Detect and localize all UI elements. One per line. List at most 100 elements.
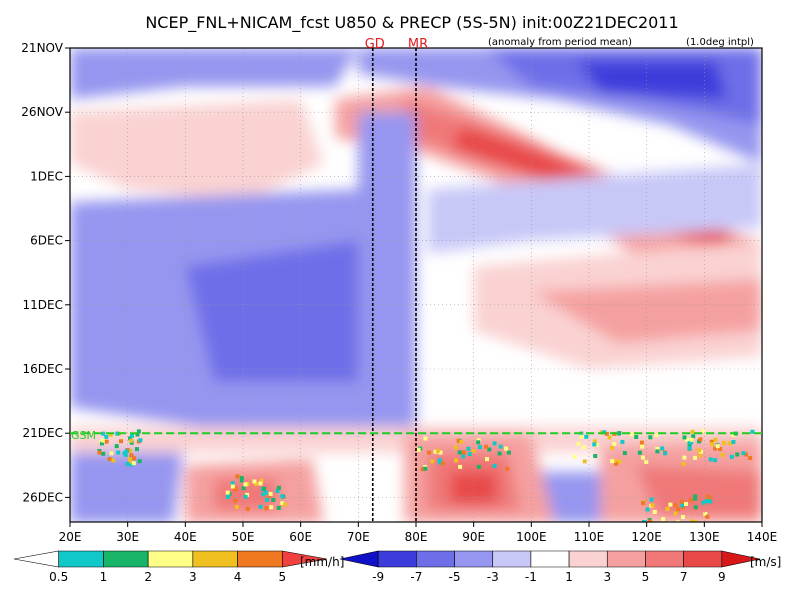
precip-cell	[617, 459, 622, 464]
precip-cell	[665, 507, 670, 511]
precip-cell	[467, 452, 472, 456]
precip-cell	[579, 434, 584, 439]
precip-cell	[576, 441, 581, 446]
precip-cell	[713, 458, 718, 463]
precip-cell	[649, 497, 654, 502]
precip-cell	[111, 458, 116, 463]
precip-cell	[261, 492, 266, 497]
precip-cell	[644, 459, 649, 464]
precip-cell	[581, 445, 586, 450]
precip-cell	[704, 499, 709, 504]
precip-cell	[700, 429, 705, 434]
y-tick-label: 26NOV	[21, 105, 63, 119]
precip-cell	[129, 453, 134, 458]
y-tick-label: 1DEC	[30, 169, 63, 183]
chart-title: NCEP_FNL+NICAM_fcst U850 & PRECP (5S-5N)…	[145, 13, 678, 33]
precip-cell	[243, 494, 248, 499]
precip-cell	[680, 503, 685, 508]
colorbar-label: 1	[565, 570, 573, 584]
precip-cell	[709, 442, 714, 447]
precip-cell	[641, 501, 646, 506]
precip-cell	[720, 452, 725, 457]
precip-cell	[693, 494, 698, 499]
colorbar-swatch	[339, 550, 379, 568]
reference-labels: GD MR	[365, 37, 428, 52]
precip-cell	[427, 450, 432, 455]
precip-cell	[137, 459, 142, 464]
precip-cell	[655, 449, 660, 454]
precip-cell	[245, 506, 250, 511]
precip-cell	[129, 462, 134, 467]
precip-cell	[675, 520, 680, 522]
precip-cell	[642, 520, 646, 522]
precip-cell	[655, 447, 660, 451]
precip-cell	[663, 451, 668, 456]
precip-cell	[478, 445, 482, 450]
precip-cell	[750, 429, 755, 434]
precip-cell	[722, 440, 727, 445]
precip-cell	[705, 494, 710, 499]
precip-cell	[748, 456, 753, 460]
precip-cell	[673, 525, 677, 529]
precip-cell	[130, 433, 134, 438]
precip-cell	[254, 482, 259, 486]
precip-cell	[461, 454, 466, 459]
precip-cell	[640, 444, 645, 449]
precip-cell	[688, 498, 693, 502]
colorbar-label: -1	[525, 570, 537, 584]
y-tick-label: 21DEC	[23, 426, 63, 440]
x-tick-label: 110E	[574, 530, 605, 544]
precip-cell	[652, 509, 657, 514]
colorbar-swatch	[58, 550, 104, 568]
precip-cell	[241, 486, 246, 491]
precip-cell	[688, 525, 692, 529]
precip-cell	[697, 448, 701, 453]
precip-cell	[239, 478, 244, 483]
precip-cell	[275, 489, 280, 493]
colorbar-unit: [m/s]	[750, 555, 781, 569]
precip-cell	[243, 482, 248, 487]
colorbar-swatch	[147, 550, 194, 568]
precip-cell	[693, 520, 698, 522]
precip-cell	[453, 445, 458, 450]
colorbar-swatch	[13, 550, 60, 568]
colorbar-swatch	[192, 550, 238, 568]
colorbar-label: -3	[487, 570, 499, 584]
precip-cell	[685, 437, 690, 442]
precip-cell	[99, 441, 104, 446]
colorbar-swatch	[530, 550, 570, 568]
precip-cell	[687, 445, 692, 450]
precip-cell	[239, 476, 244, 480]
precip-cell	[741, 451, 746, 456]
precip-cell	[735, 452, 740, 457]
precip-cell	[647, 519, 652, 522]
precip-cell	[433, 449, 438, 454]
precip-cell	[684, 502, 688, 506]
precip-cell	[124, 449, 129, 454]
precip-cell	[744, 452, 748, 457]
precip-cell	[459, 439, 464, 444]
colorbar-label: 4	[234, 570, 242, 584]
colorbar-swatch	[606, 550, 646, 568]
precip-cell	[682, 455, 687, 460]
x-tick-label: 60E	[289, 530, 312, 544]
precip-cell	[233, 498, 237, 503]
precip-cell	[97, 450, 102, 455]
precip-cell	[693, 455, 697, 460]
precip-cell	[497, 451, 502, 456]
precip-cell	[471, 449, 476, 454]
subtitle-right: (1.0deg intpl)	[686, 37, 754, 48]
colorbar-swatch	[492, 550, 532, 568]
precip-cell	[673, 511, 678, 516]
colorbar-label: -9	[372, 570, 384, 584]
precip-cell	[101, 431, 106, 436]
colorbar-label: -5	[449, 570, 461, 584]
y-tick-label: 16DEC	[23, 362, 63, 376]
precip-cell	[592, 439, 597, 444]
precip-cell	[487, 447, 492, 452]
precip-cell	[693, 496, 698, 501]
precip-cell	[592, 442, 597, 447]
precip-cell	[127, 457, 132, 462]
precip-cell	[107, 457, 112, 461]
precip-cell	[230, 481, 235, 486]
